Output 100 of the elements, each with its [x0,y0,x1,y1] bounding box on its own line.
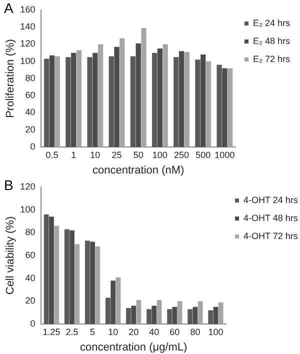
bar [95,246,100,324]
bar [136,43,141,147]
bar [152,306,157,324]
y-axis-title: Proliferation (%) [4,39,17,118]
bar [54,56,60,147]
bar [206,61,212,147]
x-tick-label: 10 [108,326,118,337]
bar [44,214,49,324]
bar [90,242,95,324]
bar [106,298,110,324]
x-tick-label: 1000 [214,150,235,160]
y-tick-label: 60 [25,250,36,260]
bar [130,56,136,147]
bar [141,28,146,147]
x-tick-label: 1 [71,150,76,160]
y-tick-label: 120 [20,181,36,192]
bar [64,229,70,324]
bar [74,244,80,324]
y-tick-label: 120 [20,38,36,49]
x-tick-label: 250 [174,150,190,160]
bar [218,302,224,324]
bar [98,44,104,147]
bar [70,230,74,324]
x-tick-label: 2.5 [66,326,78,337]
bar [174,57,179,147]
bar [184,52,190,147]
bar [178,51,184,147]
x-tick-label: 500 [196,150,211,160]
y-tick-label: 80 [25,72,36,83]
bar [87,57,92,147]
x-tick-label: 25 [112,150,122,160]
y-tick-label: 40 [25,272,36,283]
bar [146,309,152,324]
x-tick-label: 60 [170,326,180,337]
x-tick-label: 100 [152,150,168,160]
bar [66,57,71,147]
bar [49,216,54,324]
bar [156,300,162,324]
bar [192,306,198,324]
legend-label: E₂ 48 hrs [252,36,290,46]
y-tick-label: 20 [25,124,36,134]
bar [136,300,142,324]
x-tick-label: 5 [90,326,96,337]
x-tick-label: 20 [128,326,139,337]
y-tick-label: 140 [20,22,36,32]
x-tick-label: 40 [149,326,160,337]
bar [54,226,60,324]
y-axis-title: Cell viability (%) [4,216,17,295]
bar [177,301,182,324]
bar [152,52,158,147]
x-tick-label: 50 [133,150,144,160]
y-tick-label: 80 [25,227,36,238]
bar [198,301,203,324]
y-tick-label: 0 [30,141,36,152]
bar [49,55,55,147]
bar [116,277,121,324]
x-axis-title: concentration (nM) [92,164,184,176]
x-tick-label: 100 [208,326,224,337]
legend-label: E₂ 72 hrs [252,54,290,64]
bar [172,306,178,324]
bar [120,38,125,147]
text: B [4,176,14,193]
bar [213,306,218,324]
bar [114,46,120,147]
bar [167,309,172,324]
bar [71,52,76,147]
text: A [4,0,14,16]
bar [92,52,98,147]
bar [157,48,162,147]
legend-label: 4-OHT 48 hrs [244,212,298,223]
bar [110,280,116,324]
bar [200,54,206,147]
y-tick-label: 100 [20,204,36,214]
bar [131,306,136,324]
bar [228,68,233,147]
bar [108,56,114,147]
legend-label: 4-OHT 72 hrs [244,230,298,241]
x-tick-label: 80 [190,326,200,337]
x-tick-label: 1.25 [42,326,60,337]
x-tick-label: 0.5 [46,150,58,160]
bar [44,58,50,147]
bar [208,310,214,324]
bar [195,60,200,147]
bar [216,64,222,147]
x-tick-label: 10 [90,150,100,160]
legend-label: E₂ 24 hrs [252,18,290,28]
bar [76,50,82,147]
bar [162,44,168,147]
bar [126,308,131,324]
y-tick-label: 100 [20,56,36,66]
y-tick-label: 20 [25,296,36,306]
legend-label: 4-OHT 24 hrs [244,194,298,205]
bar [188,309,193,324]
y-tick-label: 160 [20,4,36,14]
x-axis-title: concentration (μg/mL) [80,341,188,354]
bar [84,240,90,324]
y-tick-label: 40 [25,107,36,118]
bar [222,68,228,147]
y-tick-label: 60 [25,90,36,100]
y-tick-label: 0 [30,318,36,328]
